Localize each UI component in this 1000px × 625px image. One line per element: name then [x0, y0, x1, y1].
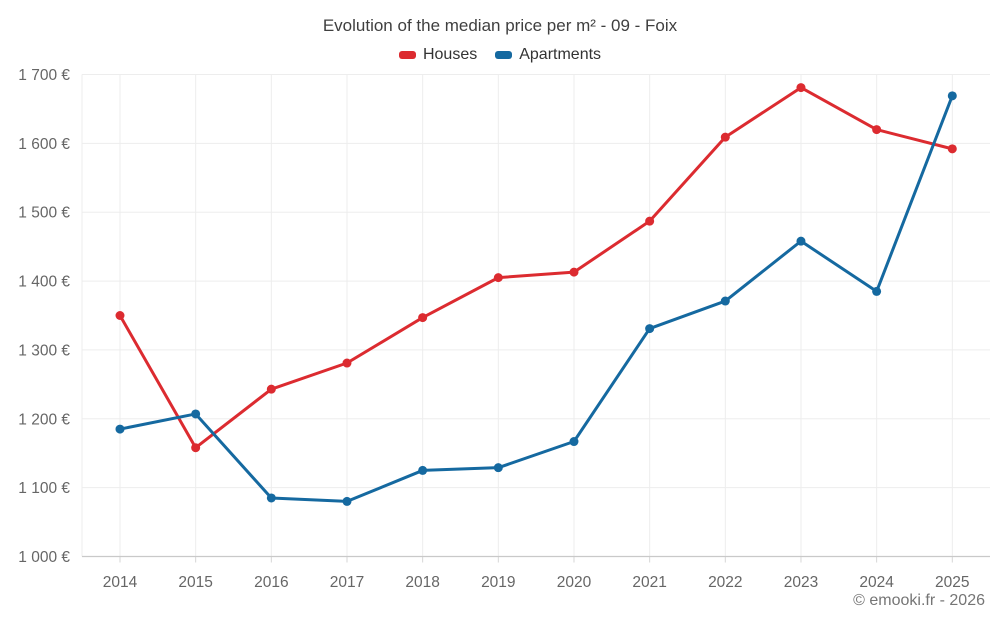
y-axis-label: 1 700 € [18, 67, 70, 84]
data-point-apartments-2014[interactable] [115, 424, 125, 434]
data-point-apartments-2021[interactable] [645, 324, 655, 334]
data-point-apartments-2015[interactable] [191, 409, 201, 419]
data-point-houses-2022[interactable] [720, 132, 730, 142]
y-axis-label: 1 200 € [18, 411, 70, 428]
data-point-apartments-2022[interactable] [720, 296, 730, 306]
series-line-apartments [118, 94, 954, 503]
chart-title: Evolution of the median price per m² - 0… [322, 16, 678, 35]
copyright: © emooki.fr - 2026 [853, 592, 985, 609]
data-point-houses-2018[interactable] [418, 313, 428, 323]
legend-label-houses: Houses [422, 46, 478, 63]
data-point-houses-2025[interactable] [947, 144, 957, 154]
data-point-apartments-2017[interactable] [342, 496, 352, 506]
data-point-apartments-2025[interactable] [947, 91, 957, 101]
x-axis-label: 2018 [405, 574, 439, 591]
legend-item-houses[interactable]: Houses [398, 46, 478, 64]
legend-swatch [495, 51, 513, 59]
data-point-houses-2019[interactable] [493, 273, 503, 283]
y-axis-label: 1 500 € [18, 205, 70, 222]
y-axis-label: 1 600 € [18, 136, 70, 153]
x-axis-label: 2017 [330, 574, 364, 591]
data-point-houses-2017[interactable] [342, 358, 352, 368]
data-point-houses-2015[interactable] [191, 443, 201, 453]
legend-swatch [398, 51, 416, 59]
data-point-apartments-2016[interactable] [266, 493, 276, 503]
y-axis-label: 1 100 € [18, 480, 70, 497]
data-point-apartments-2019[interactable] [493, 463, 503, 473]
data-point-apartments-2023[interactable] [796, 236, 806, 246]
y-axis-label: 1 000 € [18, 549, 70, 566]
series-line-houses [118, 86, 954, 450]
x-axis-label: 2014 [103, 574, 138, 591]
x-axis-label: 2016 [254, 574, 288, 591]
data-point-houses-2014[interactable] [115, 311, 125, 320]
legend: Houses Apartments [0, 46, 1000, 64]
data-point-apartments-2024[interactable] [872, 286, 882, 296]
y-axis-label: 1 400 € [18, 274, 70, 291]
x-axis-label: 2025 [935, 574, 969, 591]
data-point-apartments-2020[interactable] [569, 437, 579, 447]
x-axis-label: 2019 [481, 574, 515, 591]
data-point-apartments-2018[interactable] [418, 465, 428, 475]
data-point-houses-2024[interactable] [872, 125, 882, 135]
data-point-houses-2023[interactable] [796, 83, 806, 93]
legend-item-apartments[interactable]: Apartments [495, 46, 601, 64]
x-axis-label: 2021 [632, 574, 666, 591]
x-axis-label: 2015 [178, 574, 212, 591]
legend-label-apartments: Apartments [519, 46, 602, 63]
y-axis-label: 1 300 € [18, 342, 70, 359]
x-axis-label: 2024 [859, 574, 894, 591]
data-point-houses-2021[interactable] [645, 216, 655, 226]
x-axis-label: 2022 [708, 574, 742, 591]
data-point-houses-2020[interactable] [569, 267, 579, 277]
x-axis-label: 2023 [784, 574, 818, 591]
data-point-houses-2016[interactable] [266, 384, 276, 394]
x-axis-label: 2020 [557, 574, 592, 591]
